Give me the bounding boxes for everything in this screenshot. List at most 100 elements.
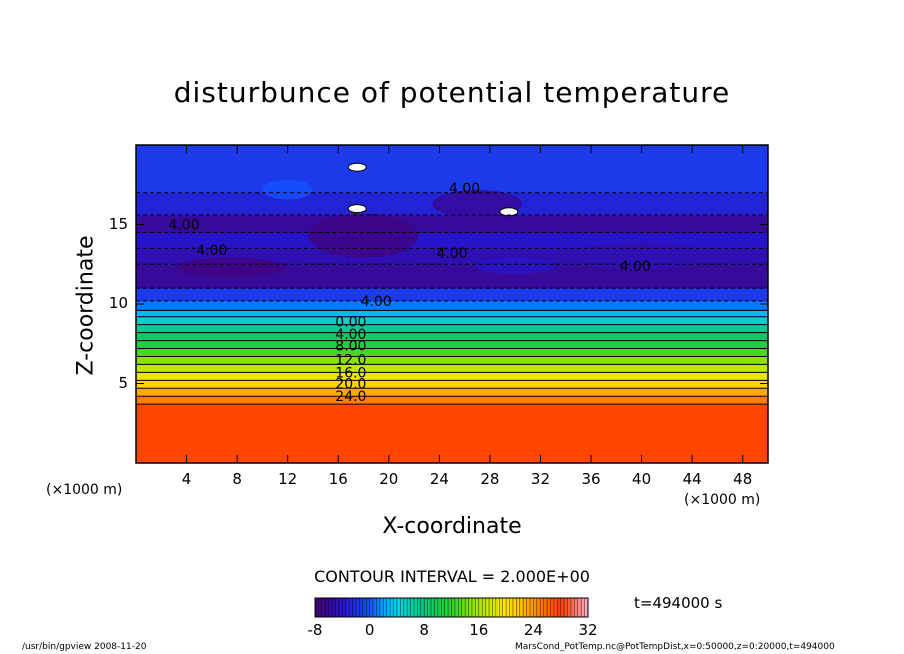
z-unit-label: (×1000 m) [46,482,123,498]
colorbar-seg-72 [560,598,565,617]
contour-label-2: 4.00 [449,181,480,197]
layer-6 [136,356,768,365]
colorbar-seg-16 [369,598,374,617]
colorbar-tick-label-4: 24 [523,621,543,639]
colorbar-seg-79 [584,598,589,617]
contour-label-0: 4.00 [168,218,199,234]
colorbar-seg-4 [328,598,333,617]
footer-right: MarsCond_PotTemp.nc@PotTempDist,x=0:5000… [515,642,835,652]
colorbar-tick-label-3: 16 [469,621,489,639]
colorbar-seg-65 [536,598,541,617]
colorbar-seg-2 [321,598,326,617]
colorbar-tick-label-1: 0 [364,621,375,639]
colorbar-seg-47 [475,598,480,617]
x-tick-label-6: 28 [480,470,500,488]
y-tick-label-2: 15 [108,214,128,233]
contour-labels: 4.004.004.004.004.004.000.004.008.0012.0… [168,181,650,405]
contour-label-8: 8.00 [335,338,366,354]
colorbar-seg-44 [465,598,470,617]
colorbar-seg-35 [434,598,439,617]
colorbar-seg-22 [390,598,395,617]
layer-4 [136,372,768,381]
colorbar-seg-30 [417,598,422,617]
contour-label-7: 4.00 [335,327,366,343]
x-tick-label-10: 44 [682,470,702,488]
contour-label-10: 16.0 [335,365,366,381]
x-axis-label: X-coordinate [382,514,522,539]
colorbar-seg-17 [373,598,378,617]
colorbar-seg-12 [355,598,360,617]
x-tick-label-7: 32 [530,470,551,488]
layer-7 [136,348,768,357]
colorbar-seg-13 [359,598,364,617]
colorbar-seg-56 [506,598,511,617]
colorbar-seg-8 [342,598,347,617]
colorbar-seg-34 [431,598,436,617]
colorbar-seg-43 [461,598,466,617]
layer-20 [136,145,768,194]
colorbar-seg-18 [376,598,381,617]
colorbar-seg-63 [529,598,534,617]
contour-label-4: 4.00 [620,259,651,275]
layer-9 [136,332,768,342]
feature-5 [262,179,313,200]
colorbar-seg-27 [407,598,412,617]
contour-label-5: 4.00 [361,294,392,310]
x-tick-label-11: 48 [733,470,753,488]
colorbar-seg-26 [403,598,408,617]
colorbar-seg-69 [550,598,555,617]
colorbar-seg-59 [516,598,521,617]
x-tick-label-1: 8 [232,470,242,488]
colorbar-seg-67 [543,598,548,617]
colorbar-seg-1 [318,598,323,617]
layer-14 [136,288,768,302]
colorbar-seg-15 [366,598,371,617]
colorbar-seg-20 [383,598,388,617]
colorbar-tick-label-2: 8 [419,621,429,639]
contour-label-3: 4.00 [436,246,467,262]
colorbar-seg-31 [420,598,425,617]
x-tick-label-2: 12 [278,470,298,488]
colorbar-seg-3 [325,598,330,617]
colorbar-seg-71 [557,598,562,617]
layer-0 [136,404,768,464]
colorbar-seg-14 [362,598,367,617]
colorbar-seg-64 [533,598,538,617]
colorbar-seg-75 [570,598,575,617]
colorbar-seg-19 [379,598,384,617]
layer-8 [136,340,768,350]
layer-10 [136,324,768,334]
colorbar-seg-25 [400,598,405,617]
colorbar-seg-73 [564,598,569,617]
colorbar-seg-68 [547,598,552,617]
colorbar-seg-38 [444,598,449,617]
colorbar-seg-29 [413,598,418,617]
contour-lines [136,192,768,405]
colorbar-seg-42 [458,598,463,617]
colorbar-seg-23 [393,598,398,617]
colorbar-seg-36 [437,598,442,617]
contour-label-9: 12.0 [335,353,366,369]
colorbar-seg-50 [485,598,490,617]
colorbar-seg-48 [478,598,483,617]
colorbar-seg-24 [396,598,401,617]
colorbar-seg-46 [471,598,476,617]
colorbar-seg-10 [349,598,354,617]
x-tick-label-5: 24 [429,470,449,488]
colorbar-seg-51 [489,598,494,617]
contour-interval: CONTOUR INTERVAL = 2.000E+00 [314,567,590,586]
colorbar-seg-61 [523,598,528,617]
contour-features [175,162,712,278]
time-label: t=494000 s [634,594,723,612]
layer-1 [136,396,768,405]
colorbar-seg-58 [512,598,517,617]
colorbar-seg-60 [519,598,524,617]
feature-3 [175,257,286,278]
colorbar-seg-0 [315,598,320,617]
x-tick-label-9: 40 [632,470,652,488]
colorbar-seg-53 [495,598,500,617]
colorbar-seg-77 [577,598,582,617]
axis-ticks [136,145,768,463]
footer-left: /usr/bin/gpview 2008-11-20 [22,642,147,652]
